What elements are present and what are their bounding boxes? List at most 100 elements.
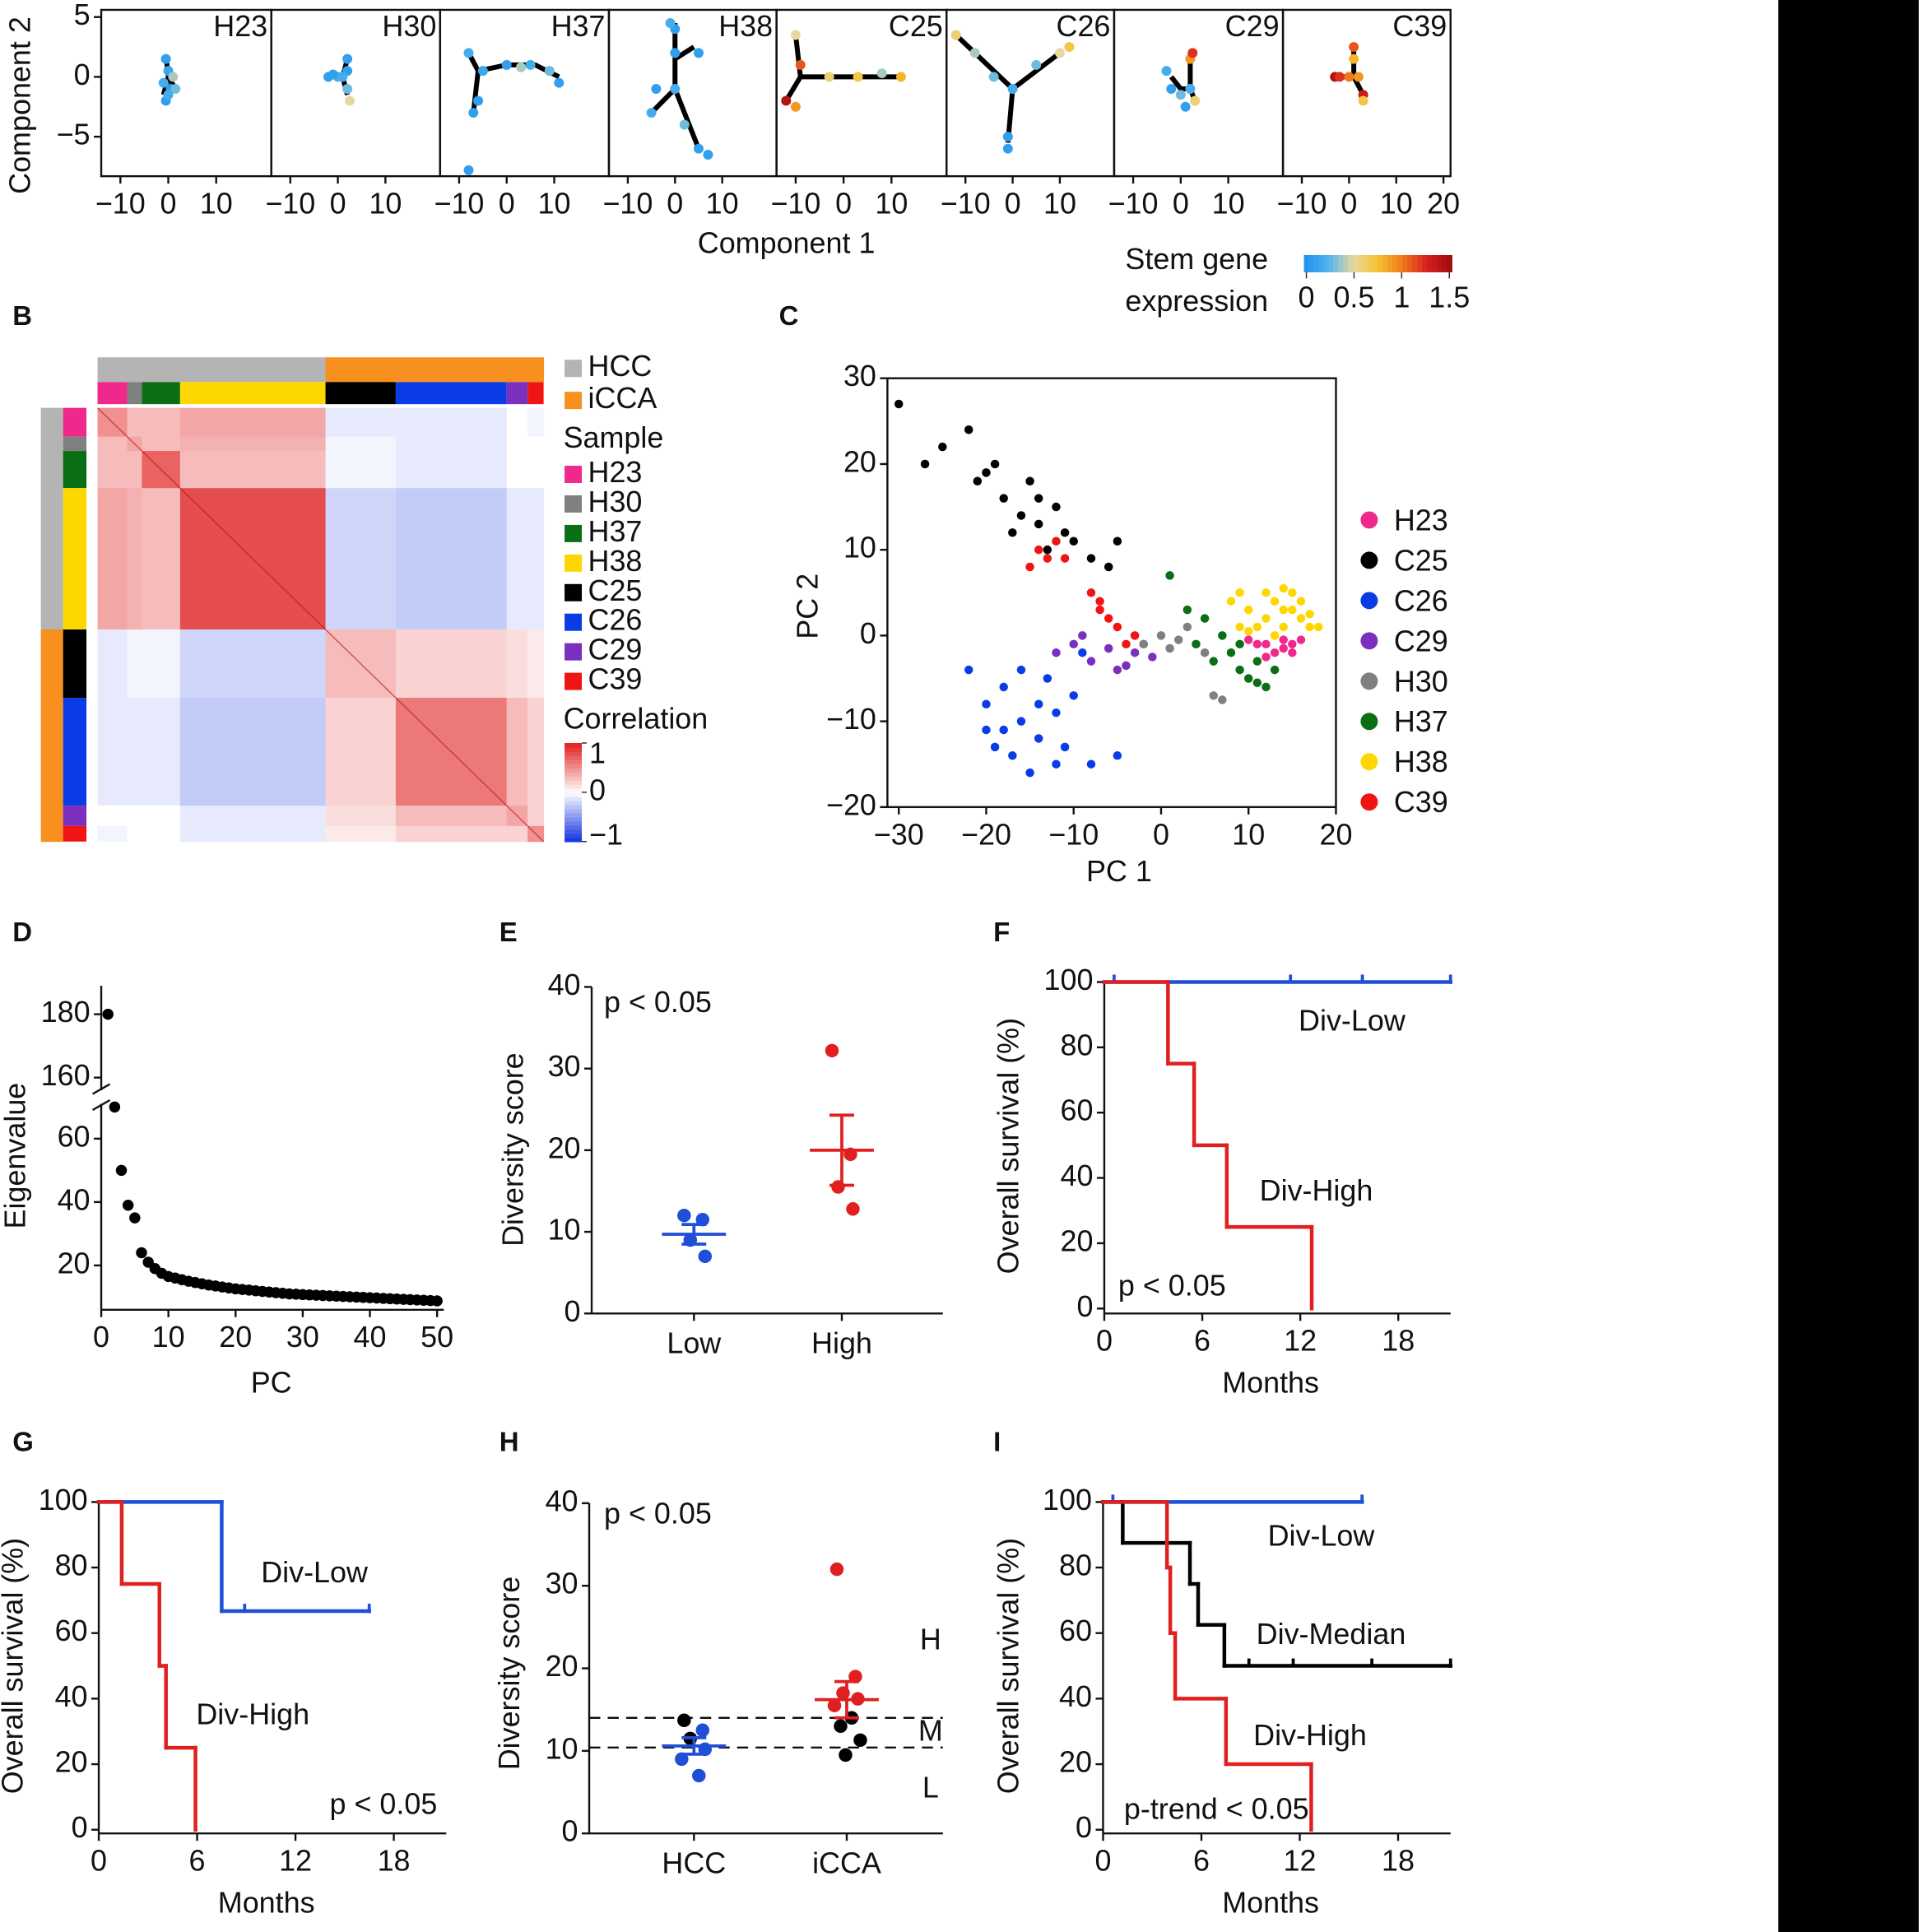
point bbox=[1034, 699, 1043, 709]
panel-label: I bbox=[993, 1427, 1001, 1457]
point bbox=[1243, 626, 1253, 636]
point bbox=[999, 494, 1008, 503]
cell-point bbox=[1190, 95, 1201, 106]
legend-label: C26 bbox=[588, 603, 643, 637]
heatmap-cell bbox=[325, 698, 397, 806]
y-axis-label: Diversity score bbox=[492, 1577, 526, 1771]
heatmap-cell bbox=[527, 488, 545, 630]
colorbar-tick-label: 0 bbox=[589, 773, 606, 806]
point bbox=[1060, 742, 1070, 752]
x-tick-label: 10 bbox=[706, 187, 739, 221]
point bbox=[1043, 674, 1052, 683]
x-tick-label: 18 bbox=[1382, 1324, 1415, 1358]
heatmap-cell bbox=[527, 806, 545, 827]
point bbox=[1262, 682, 1271, 692]
colorbar-step bbox=[565, 746, 583, 752]
point bbox=[1288, 605, 1297, 615]
legend-title: Sample bbox=[564, 420, 664, 454]
cell-point bbox=[1358, 95, 1368, 106]
heatmap-cell bbox=[325, 436, 397, 452]
heatmap-cell bbox=[506, 629, 528, 699]
panel-label: D bbox=[12, 917, 32, 947]
subplot-title: H23 bbox=[213, 9, 267, 43]
heatmap-cell bbox=[527, 436, 545, 452]
point bbox=[1270, 665, 1280, 675]
x-tick-label: −10 bbox=[770, 187, 820, 221]
annotation: p < 0.05 bbox=[1118, 1268, 1226, 1302]
heatmap-cell bbox=[97, 825, 128, 843]
cell-point bbox=[1334, 72, 1345, 82]
x-tick-label: 12 bbox=[1284, 1324, 1317, 1358]
point bbox=[1288, 588, 1297, 597]
legend-swatch bbox=[565, 613, 583, 631]
x-tick-label: 0 bbox=[1153, 817, 1169, 851]
legend-label: H30 bbox=[1394, 664, 1448, 698]
x-tick-label: 10 bbox=[1043, 187, 1076, 221]
y-tick-label: 10 bbox=[843, 531, 876, 564]
colorbar-step bbox=[1338, 254, 1345, 272]
x-tick-label: 20 bbox=[1427, 187, 1460, 221]
cell-point bbox=[679, 119, 690, 130]
x-tick-label: 0 bbox=[1173, 187, 1189, 221]
colorbar-step bbox=[1417, 254, 1424, 272]
point bbox=[1034, 734, 1043, 743]
point bbox=[834, 1719, 848, 1734]
cell-point bbox=[1166, 83, 1177, 94]
annotation: p < 0.05 bbox=[604, 985, 712, 1019]
point bbox=[1279, 622, 1288, 632]
y-tick-label: 60 bbox=[1061, 1094, 1094, 1127]
y-tick-label: 100 bbox=[39, 1483, 88, 1516]
group-bar-left bbox=[40, 806, 63, 827]
point bbox=[825, 1043, 839, 1058]
y-tick-label: 180 bbox=[41, 995, 91, 1029]
colorbar-step bbox=[565, 824, 583, 830]
y-tick-label: 0 bbox=[74, 58, 91, 91]
heatmap-cell bbox=[179, 451, 327, 489]
point bbox=[1113, 751, 1122, 760]
point bbox=[1165, 643, 1174, 653]
annotation: p < 0.05 bbox=[604, 1496, 712, 1530]
legend-marker bbox=[1360, 551, 1378, 569]
colorbar-step bbox=[1378, 254, 1384, 272]
point bbox=[1305, 622, 1314, 632]
legend-swatch bbox=[565, 672, 583, 690]
point bbox=[1025, 768, 1034, 778]
colorbar-step bbox=[1432, 254, 1438, 272]
point bbox=[1226, 648, 1236, 657]
legend-label: C39 bbox=[1394, 785, 1448, 819]
colorbar-step bbox=[1397, 254, 1404, 272]
point bbox=[1270, 648, 1280, 657]
legend-label: H37 bbox=[588, 514, 643, 548]
legend-label: H38 bbox=[588, 544, 643, 578]
y-tick-label: 0 bbox=[72, 1810, 88, 1844]
sample-bar-left bbox=[63, 436, 87, 452]
x-tick-label: 10 bbox=[200, 187, 233, 221]
heatmap-cell bbox=[179, 806, 327, 827]
legend-marker bbox=[1360, 511, 1378, 529]
x-tick-label: −10 bbox=[1277, 187, 1327, 221]
x-tick-label: −20 bbox=[961, 817, 1011, 851]
point bbox=[1052, 648, 1061, 657]
x-tick-label: 0 bbox=[160, 187, 177, 221]
point bbox=[1052, 502, 1061, 512]
cell-point bbox=[1007, 83, 1018, 94]
x-tick-label: 10 bbox=[152, 1320, 185, 1354]
x-tick-label: 10 bbox=[875, 187, 908, 221]
point bbox=[1305, 610, 1314, 619]
point bbox=[827, 1698, 842, 1712]
cell-point bbox=[473, 95, 484, 106]
x-tick-label: 0 bbox=[330, 187, 346, 221]
y-tick-label: 20 bbox=[546, 1649, 578, 1683]
group-bar-left bbox=[40, 407, 63, 438]
cell-point bbox=[1175, 90, 1186, 100]
group-bar-top bbox=[527, 357, 545, 383]
x-axis-label: PC 1 bbox=[1086, 854, 1152, 888]
point bbox=[1069, 536, 1078, 546]
y-tick-label: 0 bbox=[1076, 1289, 1093, 1323]
point bbox=[1016, 665, 1026, 675]
side-band bbox=[1778, 0, 1919, 1932]
cell-point bbox=[342, 53, 353, 64]
subplot-title: H38 bbox=[718, 9, 773, 43]
heatmap-cell bbox=[395, 436, 508, 452]
point bbox=[1113, 622, 1122, 632]
